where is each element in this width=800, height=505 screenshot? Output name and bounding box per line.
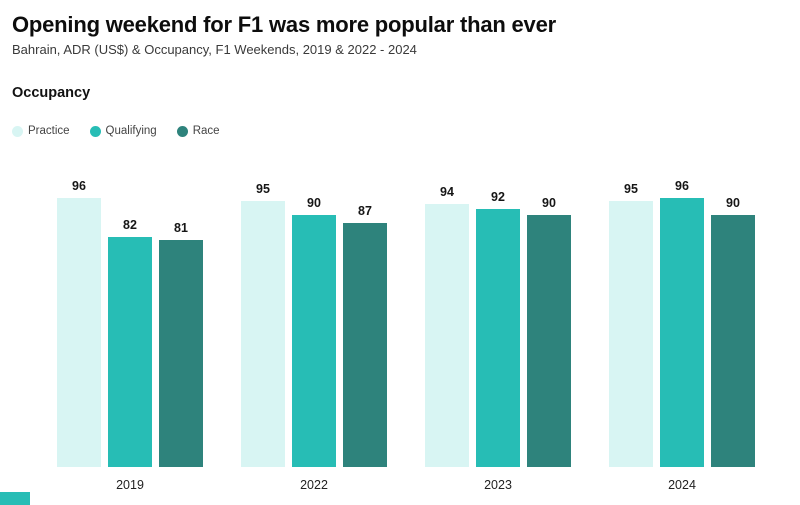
bar-group-2022: 95 90 87 2022: [238, 161, 390, 492]
bar-value-label: 94: [440, 184, 454, 199]
bar-cluster: 94 92 90: [422, 161, 574, 467]
bar-value-label: 90: [542, 196, 556, 210]
bar-column-qualifying-2023: 92: [476, 190, 520, 467]
legend-item-qualifying: Qualifying: [89, 125, 157, 137]
legend-swatch-practice: [12, 125, 23, 137]
bar-cluster: 96 82 81: [54, 161, 206, 467]
x-axis-label-2019: 2019: [116, 478, 144, 492]
bar-qualifying-2023: [476, 209, 520, 467]
legend-item-race: Race: [176, 125, 220, 137]
bar-qualifying-2024: [660, 198, 704, 467]
bar-cluster: 95 96 90: [606, 161, 758, 467]
brand-logo-mark: [0, 492, 30, 505]
bar-column-practice-2019: 96: [57, 179, 101, 467]
bar-cluster: 95 90 87: [238, 161, 390, 467]
bar-column-qualifying-2022: 90: [292, 196, 336, 467]
bar-group-2023: 94 92 90 2023: [422, 161, 574, 492]
bar-value-label: 87: [358, 204, 372, 219]
page-title: Opening weekend for F1 was more popular …: [12, 12, 556, 37]
page: Opening weekend for F1 was more popular …: [12, 12, 788, 492]
bar-column-practice-2023: 94: [425, 185, 469, 467]
bar-value-label: 92: [491, 190, 505, 205]
x-axis-label-2023: 2023: [484, 478, 512, 492]
bar-value-label: 96: [72, 179, 86, 194]
bar-value-label: 96: [675, 179, 689, 194]
legend-swatch-race: [176, 125, 188, 137]
bar-value-label: 81: [174, 221, 188, 236]
bar-race-2022: [343, 223, 387, 467]
chart-legend: Practice Qualifying Race: [12, 125, 788, 137]
bar-group-2019: 96 82 81 2019: [54, 161, 206, 492]
bar-qualifying-2019: [108, 237, 152, 467]
legend-item-practice: Practice: [12, 125, 70, 137]
bar-race-2023: [527, 215, 571, 467]
bar-practice-2023: [425, 203, 469, 467]
bar-race-2024: [711, 215, 755, 467]
bar-column-practice-2024: 95: [609, 182, 653, 467]
bar-value-label: 95: [624, 182, 638, 196]
legend-label: Race: [192, 125, 220, 137]
x-axis-label-2024: 2024: [668, 478, 696, 492]
bar-column-qualifying-2019: 82: [108, 218, 152, 467]
bar-column-qualifying-2024: 96: [660, 179, 704, 467]
legend-label: Qualifying: [105, 125, 157, 137]
bar-value-label: 90: [726, 196, 740, 210]
bar-column-race-2024: 90: [711, 196, 755, 467]
bar-value-label: 90: [307, 196, 321, 210]
bar-value-label: 95: [256, 182, 270, 196]
x-axis-label-2022: 2022: [300, 478, 328, 492]
bar-value-label: 82: [123, 218, 137, 233]
bar-qualifying-2022: [292, 215, 336, 467]
bar-race-2019: [159, 240, 203, 467]
section-label-occupancy: Occupancy: [12, 85, 91, 101]
bar-column-practice-2022: 95: [241, 182, 285, 467]
legend-label: Practice: [28, 125, 70, 137]
bar-chart: 96 82 81 2019 95 90 87 2022 94 92 90 2023 95 96 90 2024: [54, 161, 758, 492]
bar-column-race-2023: 90: [527, 196, 571, 467]
bar-column-race-2022: 87: [343, 204, 387, 467]
bar-column-race-2019: 81: [159, 221, 203, 467]
legend-swatch-qualifying: [89, 125, 101, 137]
bar-practice-2022: [241, 201, 285, 467]
page-subtitle: Bahrain, ADR (US$) & Occupancy, F1 Weeke…: [12, 42, 417, 57]
bar-practice-2024: [609, 201, 653, 467]
bar-practice-2019: [57, 198, 101, 467]
bar-group-2024: 95 96 90 2024: [606, 161, 758, 492]
